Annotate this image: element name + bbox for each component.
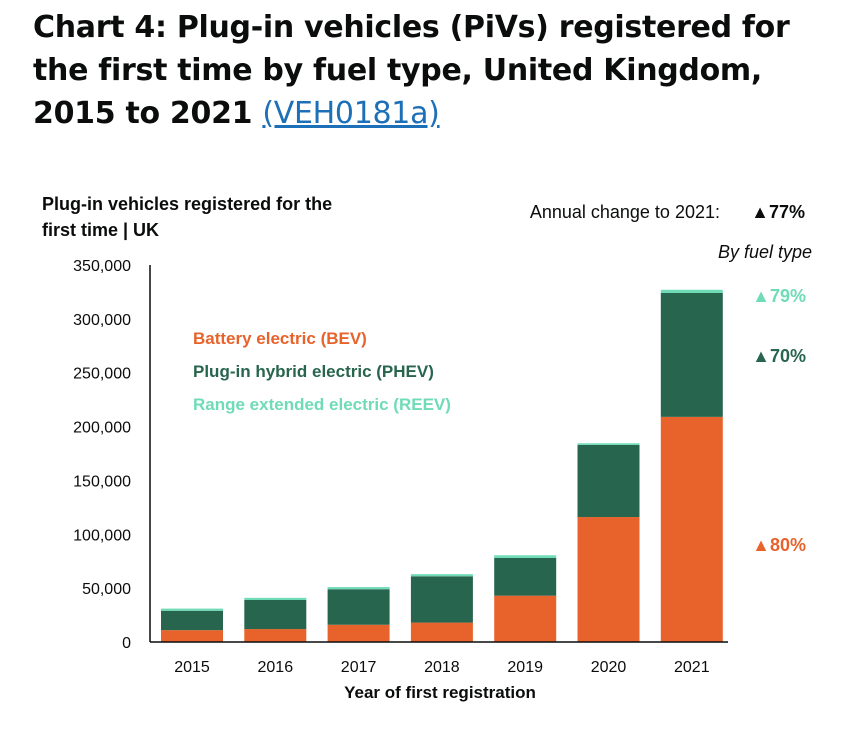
by-fuel-type-label: By fuel type: [718, 242, 812, 262]
x-tick-label: 2017: [341, 659, 377, 676]
bar-2018-series-1: [410, 576, 473, 623]
x-tick-label: 2021: [674, 659, 710, 676]
bar-2020-series-2: [577, 443, 640, 445]
bar-2021-series-2: [660, 289, 723, 294]
y-tick-label: 50,000: [82, 581, 131, 598]
x-tick-label: 2020: [591, 659, 627, 676]
chart-title-line: first time | UK: [42, 220, 159, 240]
legend-entry: Plug-in hybrid electric (PHEV): [193, 362, 434, 381]
fuel-type-change-label: ▲79%: [752, 286, 806, 306]
bar-2017-series-2: [327, 587, 390, 590]
fuel-type-change-label: ▲70%: [752, 346, 806, 366]
x-tick-label: 2019: [507, 659, 543, 676]
bar-2018-series-0: [410, 622, 473, 642]
veh0181a-link[interactable]: (VEH0181a): [262, 96, 440, 131]
y-tick-label: 150,000: [73, 473, 131, 490]
bar-2016-series-2: [244, 597, 307, 600]
bar-2017-series-0: [327, 624, 390, 642]
y-tick-label: 350,000: [73, 258, 131, 275]
x-tick-label: 2018: [424, 659, 460, 676]
bar-2021-series-1: [660, 293, 723, 417]
bar-2015-series-0: [161, 630, 223, 642]
bar-2020-series-0: [577, 517, 640, 642]
y-tick-label: 0: [122, 635, 131, 652]
x-tick-label: 2015: [174, 659, 210, 676]
bar-2017-series-1: [327, 589, 390, 625]
bar-2020-series-1: [577, 444, 640, 518]
bar-2015-series-2: [161, 608, 223, 611]
bar-2016-series-1: [244, 599, 307, 630]
page-title: Chart 4: Plug-in vehicles (PiVs) registe…: [33, 6, 833, 135]
x-axis-label: Year of first registration: [344, 683, 536, 702]
legend-entry: Range extended electric (REEV): [193, 395, 451, 414]
bar-2019-series-1: [494, 557, 557, 596]
bar-2015-series-1: [161, 610, 223, 631]
y-tick-label: 250,000: [73, 366, 131, 383]
x-tick-label: 2016: [258, 659, 294, 676]
bar-2019-series-2: [494, 555, 557, 558]
bar-2016-series-0: [244, 629, 307, 642]
chart-title-line: Plug-in vehicles registered for the: [42, 194, 332, 214]
page-title-text: Chart 4: Plug-in vehicles (PiVs) registe…: [33, 10, 790, 131]
y-tick-label: 300,000: [73, 312, 131, 329]
legend-entry: Battery electric (BEV): [193, 329, 367, 348]
bar-2019-series-0: [494, 595, 557, 642]
bar-2018-series-2: [410, 574, 473, 577]
fuel-type-change-label: ▲80%: [752, 535, 806, 555]
annual-change-value: ▲77%: [751, 202, 805, 222]
annual-change-label: Annual change to 2021:: [530, 202, 720, 222]
y-tick-label: 100,000: [73, 527, 131, 544]
y-tick-label: 200,000: [73, 420, 131, 437]
bar-2021-series-0: [660, 416, 723, 642]
